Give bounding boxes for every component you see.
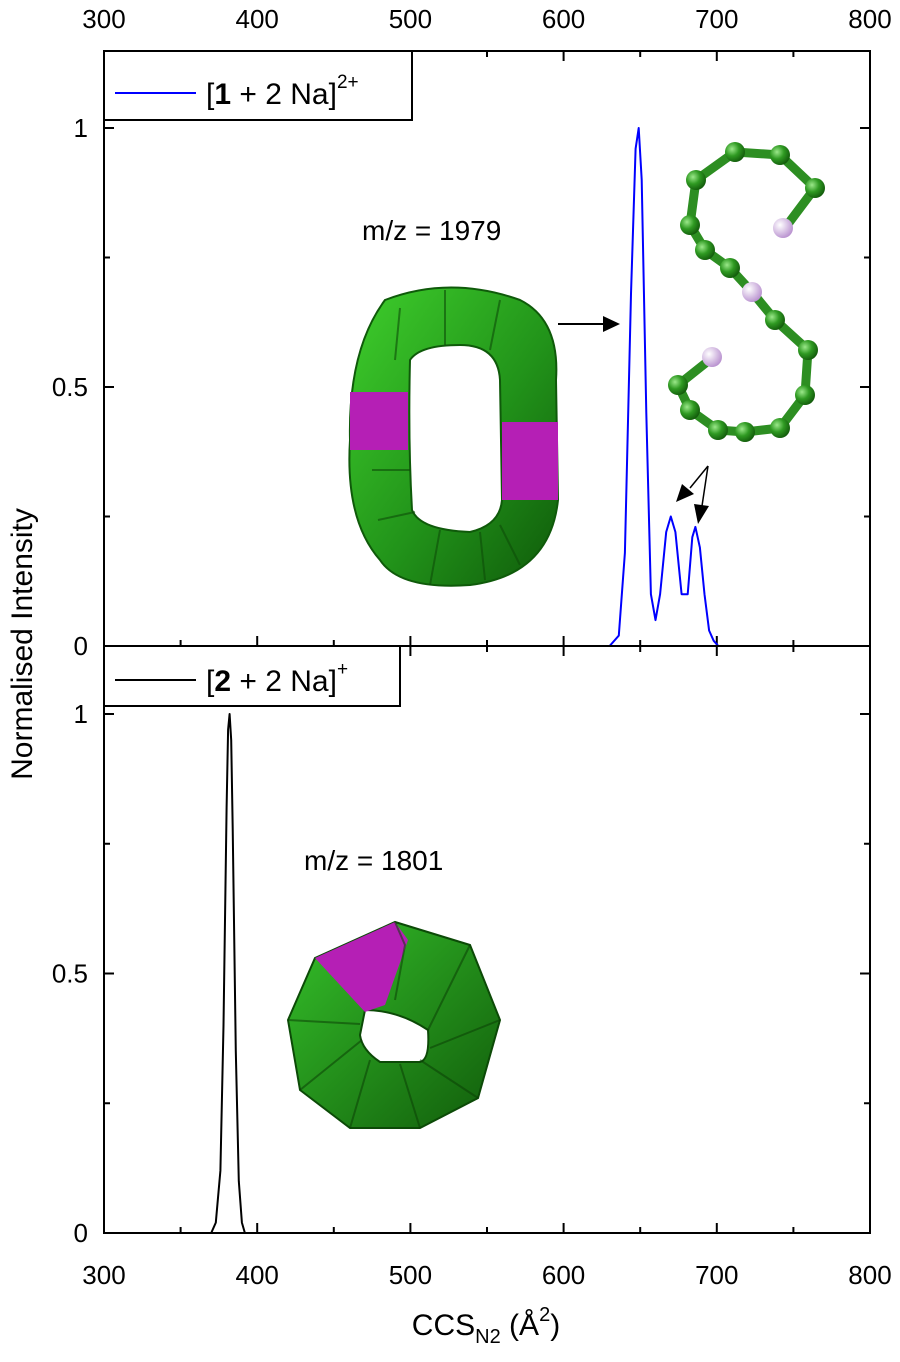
top-x-tick-label-3: 600 [542, 4, 585, 34]
top-x-tick-label-2: 500 [389, 4, 432, 34]
bottom-panel-frame [103, 645, 871, 1234]
top-mz-annotation: m/z = 1979 [362, 215, 501, 246]
bottom-series-line-0 [104, 713, 870, 1233]
top-x-tick-label-1: 400 [236, 4, 279, 34]
top-x-tick-label-4: 700 [695, 4, 738, 34]
bottom-panel: 00.51 m/z = 1801 [2 + 2 Na]+ [52, 645, 871, 1248]
top-panel: 00.51 [52, 50, 871, 661]
annotation-arrows [558, 316, 709, 524]
bottom-y-tick-labels: 00.51 [52, 699, 88, 1248]
x-axis-label: CCSN2 (Å2) [412, 1304, 560, 1348]
top-y-tick-labels: 00.51 [52, 113, 88, 661]
bottom-legend: [2 + 2 Na]+ [103, 645, 401, 707]
linear-chain-ball-stick-model [668, 142, 825, 442]
top-series-line-0 [104, 127, 870, 646]
top-x-tick-labels: 300 400 500 600 700 800 [82, 4, 891, 34]
bottom-x-tick-label-5: 800 [848, 1260, 891, 1290]
bottom-x-tick-label-3: 600 [542, 1260, 585, 1290]
top-legend: [1 + 2 Na]2+ [103, 50, 413, 121]
bottom-x-tick-label-2: 500 [389, 1260, 432, 1290]
cyclic-oligomer-ring-model [348, 286, 560, 587]
bottom-legend-label: [2 + 2 Na]+ [206, 659, 348, 698]
bottom-mz-annotation: m/z = 1801 [304, 845, 443, 876]
y-axis-label: Normalised Intensity [6, 508, 39, 780]
top-series [104, 127, 870, 646]
bottom-y-tick-label-2: 1 [74, 699, 88, 729]
bottom-panel-ticks [103, 646, 871, 1234]
bottom-y-tick-label-0: 0 [74, 1218, 88, 1248]
top-legend-box [103, 50, 413, 121]
bottom-x-tick-label-1: 400 [236, 1260, 279, 1290]
bottom-x-tick-label-0: 300 [82, 1260, 125, 1290]
bottom-x-tick-label-4: 700 [695, 1260, 738, 1290]
top-y-tick-label-0: 0 [74, 631, 88, 661]
bottom-x-tick-labels: 300 400 500 600 700 800 [82, 1260, 891, 1290]
top-y-tick-label-2: 1 [74, 113, 88, 143]
seven-membered-ring-model [286, 920, 502, 1129]
bottom-legend-box [103, 645, 401, 707]
top-y-tick-label-1: 0.5 [52, 372, 88, 402]
top-x-tick-label-5: 800 [848, 4, 891, 34]
bottom-y-tick-label-1: 0.5 [52, 959, 88, 989]
bottom-series [104, 713, 870, 1233]
top-legend-label: [1 + 2 Na]2+ [206, 72, 359, 111]
top-x-tick-label-0: 300 [82, 4, 125, 34]
